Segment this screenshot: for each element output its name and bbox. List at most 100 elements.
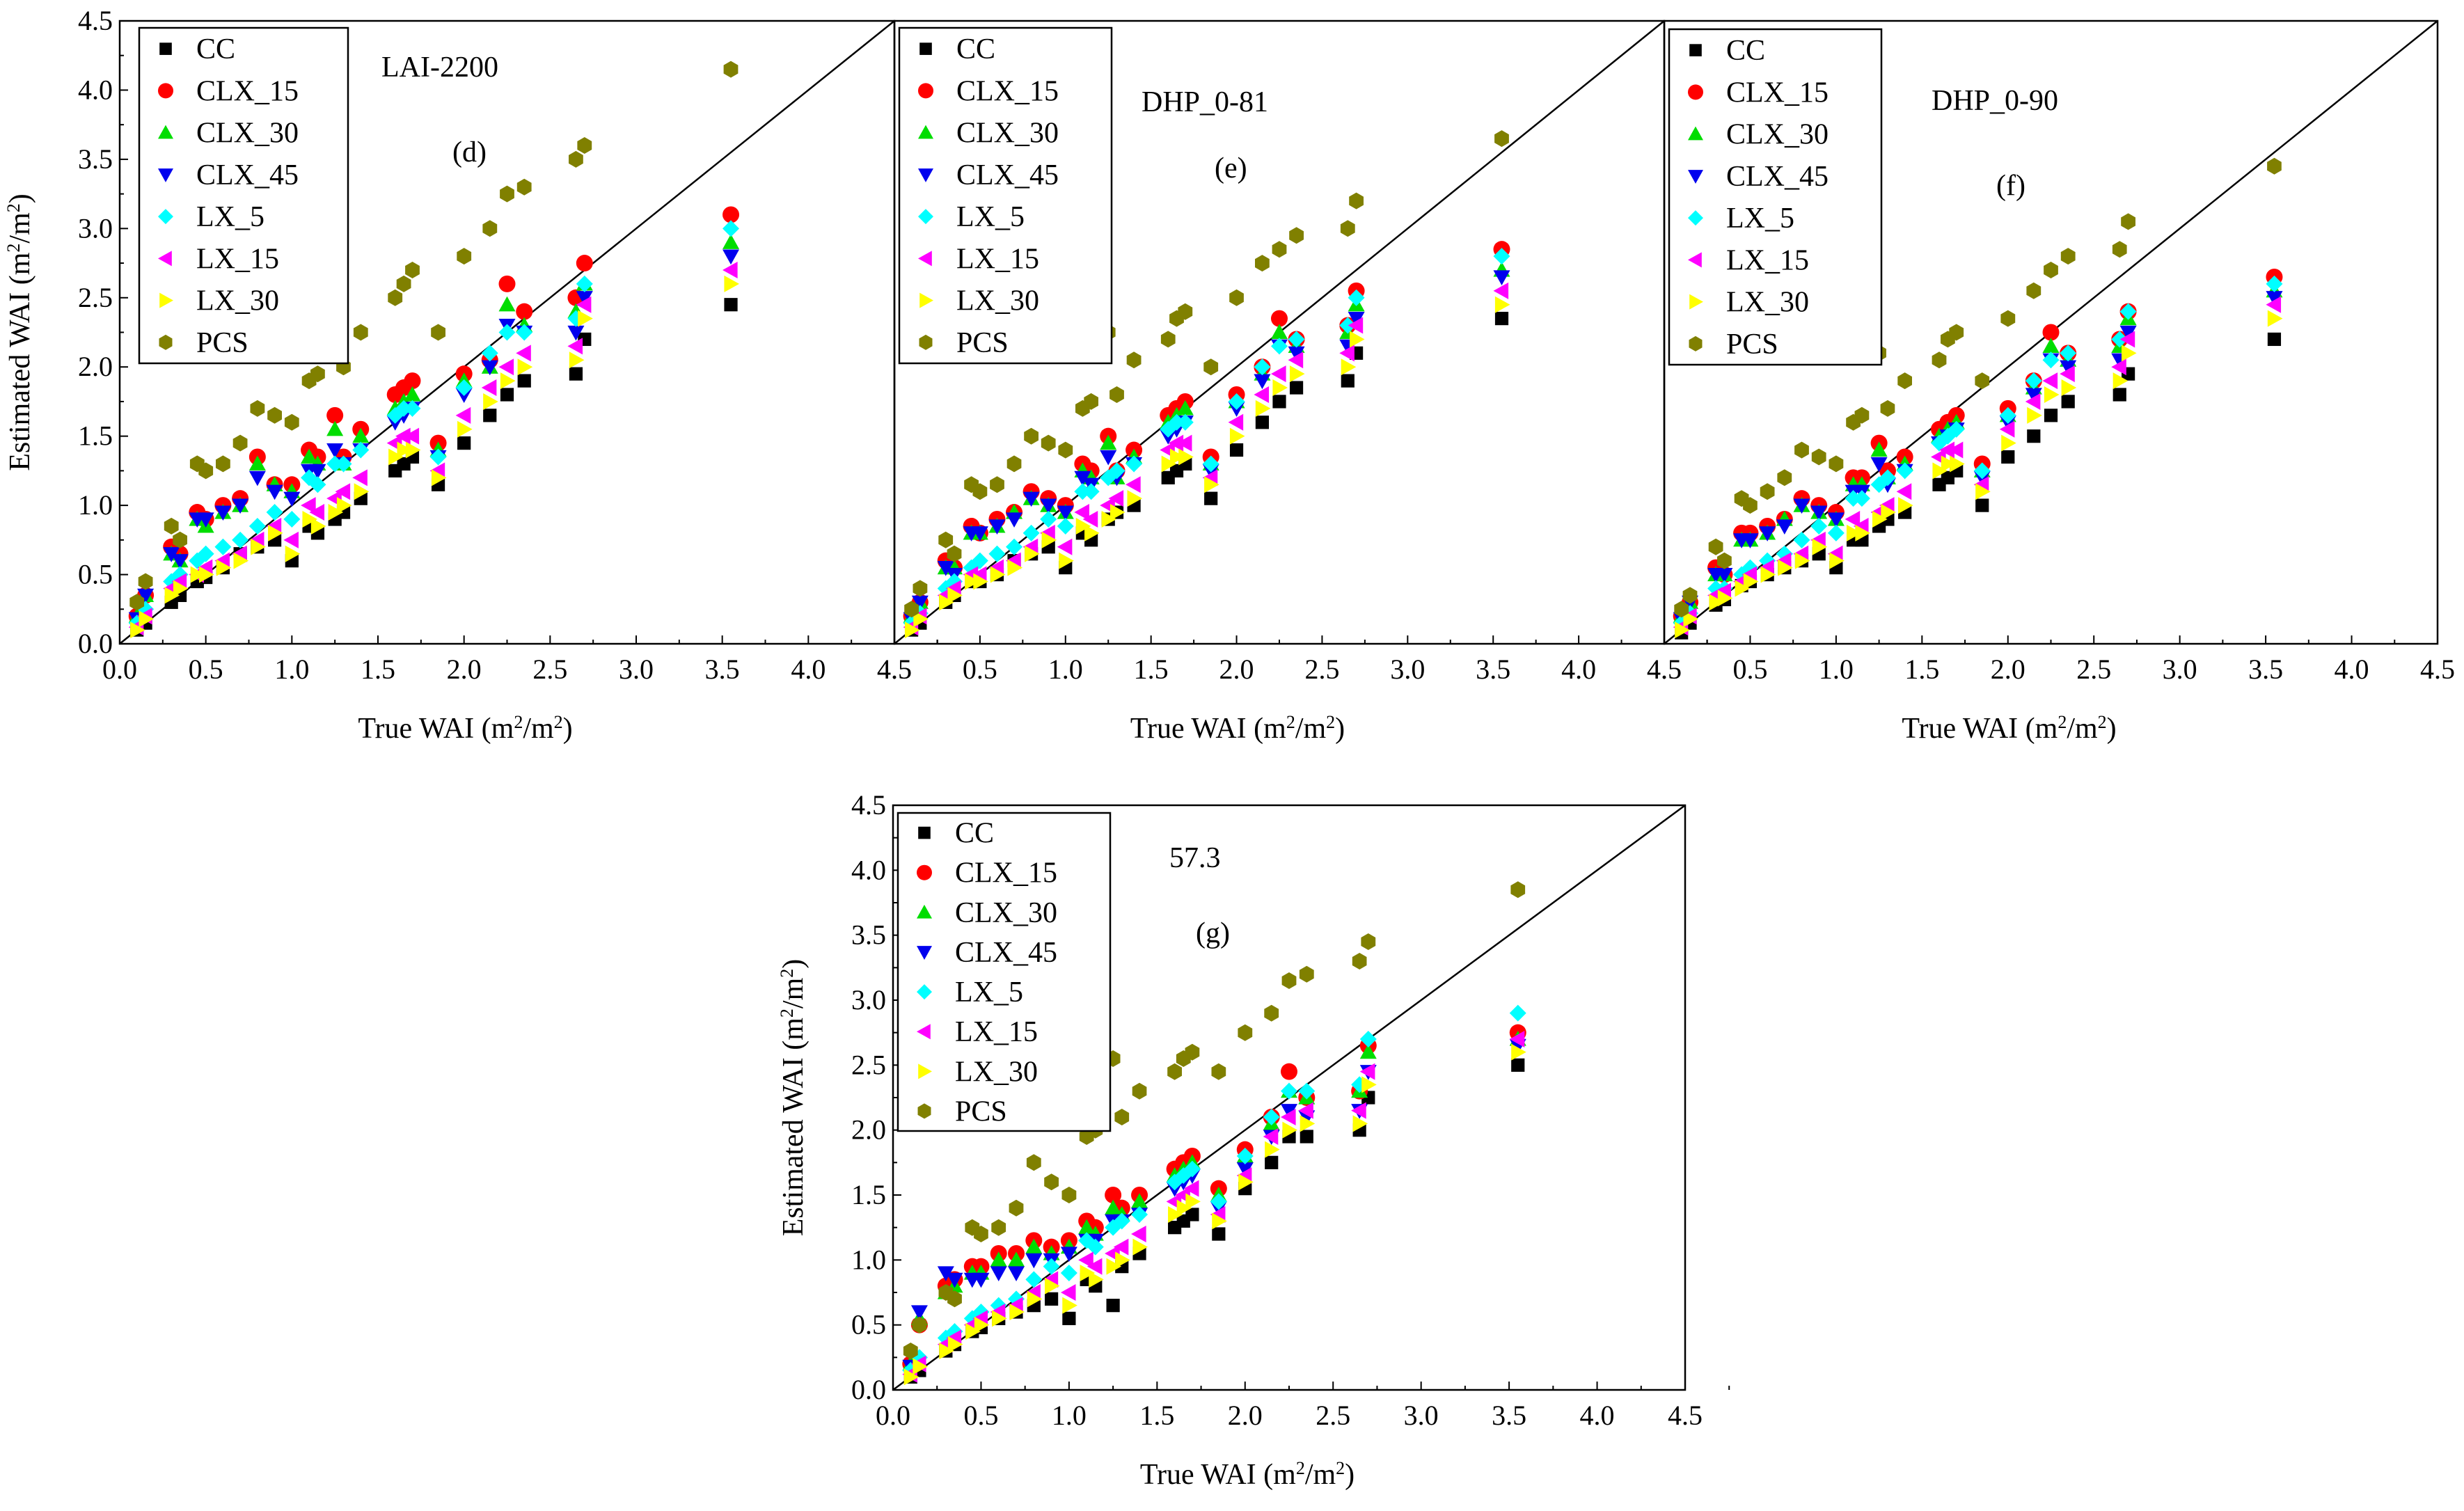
data-point	[197, 512, 214, 528]
data-point	[1281, 1104, 1297, 1119]
data-point	[723, 61, 739, 78]
data-point	[567, 325, 585, 341]
data-point	[1009, 1304, 1025, 1320]
x-tick-label: 4.5	[877, 654, 912, 685]
data-point	[1108, 490, 1124, 507]
data-point	[972, 483, 988, 500]
data-point	[517, 374, 531, 388]
y-tick-label: 0.0	[78, 628, 113, 659]
data-point	[1794, 552, 1810, 569]
data-point	[1040, 498, 1057, 514]
data-point	[1060, 1247, 1077, 1262]
data-point	[911, 595, 929, 611]
series-pcs	[904, 130, 1509, 618]
data-point	[1113, 1212, 1130, 1230]
data-point	[1298, 1102, 1313, 1119]
y-tick-label: 3.0	[851, 984, 886, 1015]
legend-marker	[918, 1063, 932, 1079]
y-tick-label: 1.0	[78, 489, 113, 521]
data-point	[2119, 331, 2135, 348]
data-point	[457, 436, 471, 450]
data-point	[328, 504, 344, 521]
data-point	[722, 249, 740, 265]
x-tick-label: 2.5	[1316, 1400, 1350, 1431]
data-point	[1025, 1238, 1043, 1254]
data-point	[1281, 972, 1297, 989]
x-axis-label: True WAI (m2/m2)	[1130, 712, 1345, 745]
data-point	[1168, 1206, 1183, 1223]
data-point	[1131, 1226, 1146, 1242]
legend-label: LX_5	[196, 201, 264, 233]
data-point	[1289, 227, 1304, 244]
legend-label: LX_15	[1726, 244, 1809, 276]
data-point	[1080, 1265, 1096, 1281]
legend-marker	[919, 42, 932, 55]
data-point	[1735, 580, 1751, 597]
y-axis-label: Estimated WAI (m2/m2)	[777, 959, 810, 1237]
legend-label: CC	[956, 33, 995, 65]
data-point	[1341, 374, 1355, 388]
series-lx-30	[1675, 310, 2283, 639]
data-point	[1743, 497, 1758, 514]
data-point	[129, 594, 145, 611]
data-point	[2001, 434, 2016, 452]
data-point	[1872, 511, 1888, 528]
data-point	[992, 1310, 1007, 1327]
x-tick-label: 4.0	[791, 654, 826, 685]
data-point	[1896, 462, 1913, 480]
x-tick-label: 4.5	[1647, 654, 1682, 685]
data-point	[1057, 538, 1073, 555]
data-point	[1853, 490, 1870, 507]
legend-marker	[159, 42, 172, 55]
y-tick-label: 2.0	[851, 1114, 886, 1146]
legend-marker	[1689, 44, 1702, 56]
data-point	[171, 554, 189, 569]
data-point	[1169, 448, 1185, 466]
data-point	[2042, 324, 2060, 341]
panel-label: (d)	[452, 136, 487, 168]
data-point	[457, 420, 473, 438]
data-point	[309, 464, 326, 480]
y-tick-label: 3.5	[851, 919, 886, 951]
data-point	[724, 298, 738, 312]
data-point	[990, 566, 1006, 583]
x-tick-label: 1.5	[1139, 1400, 1174, 1431]
legend-marker	[158, 209, 173, 225]
data-point	[2112, 241, 2127, 258]
data-point	[267, 406, 282, 424]
data-point	[1879, 469, 1896, 486]
legend-marker	[919, 292, 933, 308]
panel-d: 0.0 0.5 1.0 1.5 2.0 2.5 3.0 3.5 4.0 4.5 0.0 0.5 1.0 1…	[3, 5, 938, 745]
data-point	[947, 1336, 963, 1353]
data-point	[1026, 1154, 1041, 1171]
data-point	[2112, 372, 2129, 390]
data-point	[1898, 497, 1913, 514]
data-point	[1281, 1109, 1296, 1125]
data-point	[2044, 262, 2058, 278]
data-point	[1210, 1193, 1227, 1210]
legend-marker	[917, 864, 932, 880]
legend: CC CLX_15 CLX_30 CLX_45 LX_5 LX_15 LX_30 PCS	[898, 26, 1113, 365]
data-point	[1024, 427, 1038, 445]
data-point	[1810, 505, 1828, 521]
data-point	[404, 427, 420, 445]
x-axis-label: True WAI (m2/m2)	[1140, 1458, 1355, 1492]
x-tick-label: 1.0	[1052, 1400, 1087, 1431]
data-point	[1896, 483, 1912, 500]
data-point	[1511, 1043, 1526, 1061]
legend-marker	[1688, 84, 1703, 100]
y-tick-label: 2.5	[851, 1049, 886, 1080]
data-point	[1776, 519, 1793, 535]
data-point	[1854, 406, 1870, 424]
data-point	[283, 511, 301, 528]
data-point	[1238, 1024, 1253, 1041]
data-point	[1168, 413, 1185, 431]
data-point	[1106, 1258, 1122, 1275]
legend-label: LX_15	[956, 243, 1039, 275]
data-point	[722, 206, 740, 223]
data-point	[1203, 358, 1219, 376]
data-point	[1271, 365, 1286, 383]
data-point	[1100, 434, 1117, 450]
data-point	[2267, 310, 2283, 327]
